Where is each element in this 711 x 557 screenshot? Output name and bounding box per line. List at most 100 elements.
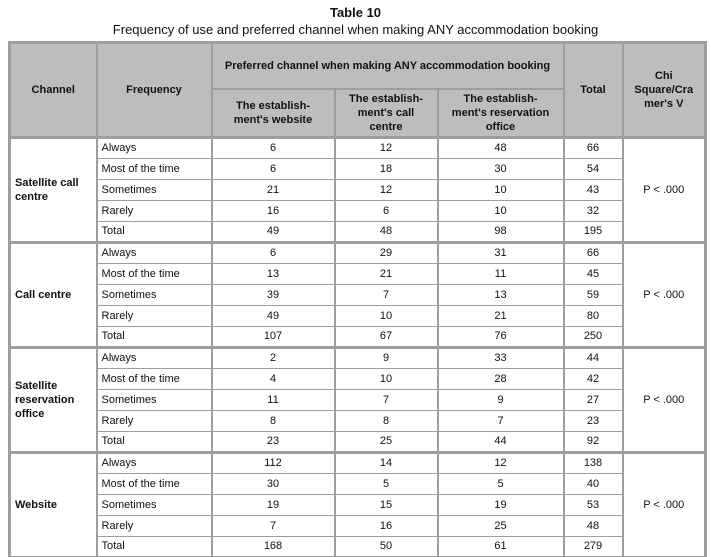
table-row: Sometimes 11 7 9 27: [10, 388, 706, 411]
count-cell: 11: [436, 262, 565, 285]
count-cell: 13: [436, 283, 565, 306]
frequency-cell: Always: [95, 240, 213, 264]
frequency-cell: Rarely: [95, 304, 213, 327]
table-row: Rarely 49 10 21 80: [10, 304, 706, 327]
count-cell: 13: [210, 262, 336, 285]
header-sub-website: The establish- ment's website: [210, 87, 336, 139]
count-cell: 7: [436, 409, 565, 432]
count-cell: 168: [210, 535, 336, 557]
chi-cell: P < .000: [621, 135, 707, 243]
channel-cell: Satellite call centre: [8, 135, 98, 243]
total-cell: 279: [562, 535, 624, 557]
frequency-cell: Rarely: [95, 199, 213, 222]
count-cell: 12: [333, 178, 439, 201]
frequency-cell: Rarely: [95, 409, 213, 432]
table-subtitle: Frequency of use and preferred channel w…: [112, 22, 599, 37]
channel-cell: Call centre: [8, 240, 98, 348]
count-cell: 21: [436, 304, 565, 327]
count-cell: 31: [436, 240, 565, 264]
table-row: Most of the time 4 10 28 42: [10, 367, 706, 390]
table-row: Total 168 50 61 279: [10, 535, 706, 557]
count-cell: 5: [436, 472, 565, 495]
header-row-2: The establish- ment's website The establ…: [10, 87, 706, 139]
count-cell: 98: [436, 220, 565, 243]
frequency-cell: Total: [95, 325, 213, 348]
count-cell: 10: [436, 199, 565, 222]
table-row: Sometimes 39 7 13 59: [10, 283, 706, 306]
count-cell: 11: [210, 388, 336, 411]
count-cell: 61: [436, 535, 565, 557]
chi-cell: P < .000: [621, 450, 707, 557]
count-cell: 5: [333, 472, 439, 495]
table-row: Rarely 8 8 7 23: [10, 409, 706, 432]
total-cell: 250: [562, 325, 624, 348]
table-row: Total 49 48 98 195: [10, 220, 706, 243]
count-cell: 18: [333, 157, 439, 180]
count-cell: 8: [333, 409, 439, 432]
frequency-cell: Always: [95, 345, 213, 369]
frequency-cell: Sometimes: [95, 493, 213, 516]
count-cell: 23: [210, 430, 336, 453]
chi-cell: P < .000: [621, 345, 707, 453]
channel-cell: Website: [8, 450, 98, 557]
table-row: Most of the time 6 18 30 54: [10, 157, 706, 180]
count-cell: 21: [333, 262, 439, 285]
count-cell: 76: [436, 325, 565, 348]
count-cell: 9: [333, 345, 439, 369]
table-row: Total 23 25 44 92: [10, 430, 706, 453]
count-cell: 7: [210, 514, 336, 537]
total-cell: 42: [562, 367, 624, 390]
count-cell: 14: [333, 450, 439, 474]
total-cell: 66: [562, 135, 624, 159]
frequency-cell: Total: [95, 430, 213, 453]
header-channel: Channel: [8, 41, 98, 138]
count-cell: 30: [210, 472, 336, 495]
count-cell: 10: [333, 304, 439, 327]
header-row-1: Channel Frequency Preferred channel when…: [8, 41, 707, 138]
frequency-cell: Most of the time: [95, 367, 213, 390]
total-cell: 66: [562, 240, 624, 264]
frequency-cell: Always: [95, 135, 213, 159]
count-cell: 19: [210, 493, 336, 516]
count-cell: 28: [436, 367, 565, 390]
table-row: Most of the time 30 5 5 40: [10, 472, 706, 495]
total-cell: 23: [562, 409, 624, 432]
count-cell: 48: [436, 135, 565, 159]
chi-cell: P < .000: [621, 240, 707, 348]
frequency-cell: Total: [95, 220, 213, 243]
count-cell: 10: [333, 367, 439, 390]
header-total: Total: [562, 41, 624, 138]
table-row: Call centre Always 6 29 31 66 P < .000: [8, 240, 707, 348]
frequency-cell: Sometimes: [95, 388, 213, 411]
count-cell: 44: [436, 430, 565, 453]
header-chi-square: Chi Square/Cra mer's V: [621, 41, 707, 138]
count-cell: 6: [210, 240, 336, 264]
table-row: Rarely 16 6 10 32: [10, 199, 706, 222]
total-cell: 54: [562, 157, 624, 180]
count-cell: 7: [333, 283, 439, 306]
count-cell: 50: [333, 535, 439, 557]
total-cell: 45: [562, 262, 624, 285]
count-cell: 33: [436, 345, 565, 369]
count-cell: 7: [333, 388, 439, 411]
table-row: Website Always 112 14 12 138 P < .000: [8, 450, 707, 557]
total-cell: 27: [562, 388, 624, 411]
count-cell: 8: [210, 409, 336, 432]
total-cell: 195: [562, 220, 624, 243]
total-cell: 44: [562, 345, 624, 369]
count-cell: 21: [210, 178, 336, 201]
count-cell: 67: [333, 325, 439, 348]
total-cell: 53: [562, 493, 624, 516]
count-cell: 30: [436, 157, 565, 180]
table-title: Table 10: [329, 5, 382, 20]
frequency-cell: Sometimes: [95, 283, 213, 306]
count-cell: 2: [210, 345, 336, 369]
total-cell: 80: [562, 304, 624, 327]
data-table: Channel Frequency Preferred channel when…: [8, 41, 707, 557]
count-cell: 4: [210, 367, 336, 390]
frequency-cell: Most of the time: [95, 472, 213, 495]
count-cell: 10: [436, 178, 565, 201]
count-cell: 48: [333, 220, 439, 243]
header-frequency: Frequency: [95, 41, 213, 138]
channel-cell: Satellite reservation office: [8, 345, 98, 453]
